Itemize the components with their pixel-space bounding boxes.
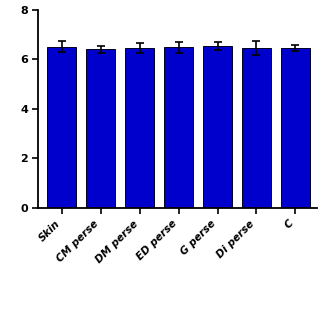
Bar — [164, 47, 193, 208]
Bar — [47, 47, 76, 208]
Bar — [86, 49, 115, 208]
Bar — [242, 48, 271, 208]
Bar — [281, 48, 310, 208]
Bar — [203, 46, 232, 208]
Bar — [125, 48, 154, 208]
